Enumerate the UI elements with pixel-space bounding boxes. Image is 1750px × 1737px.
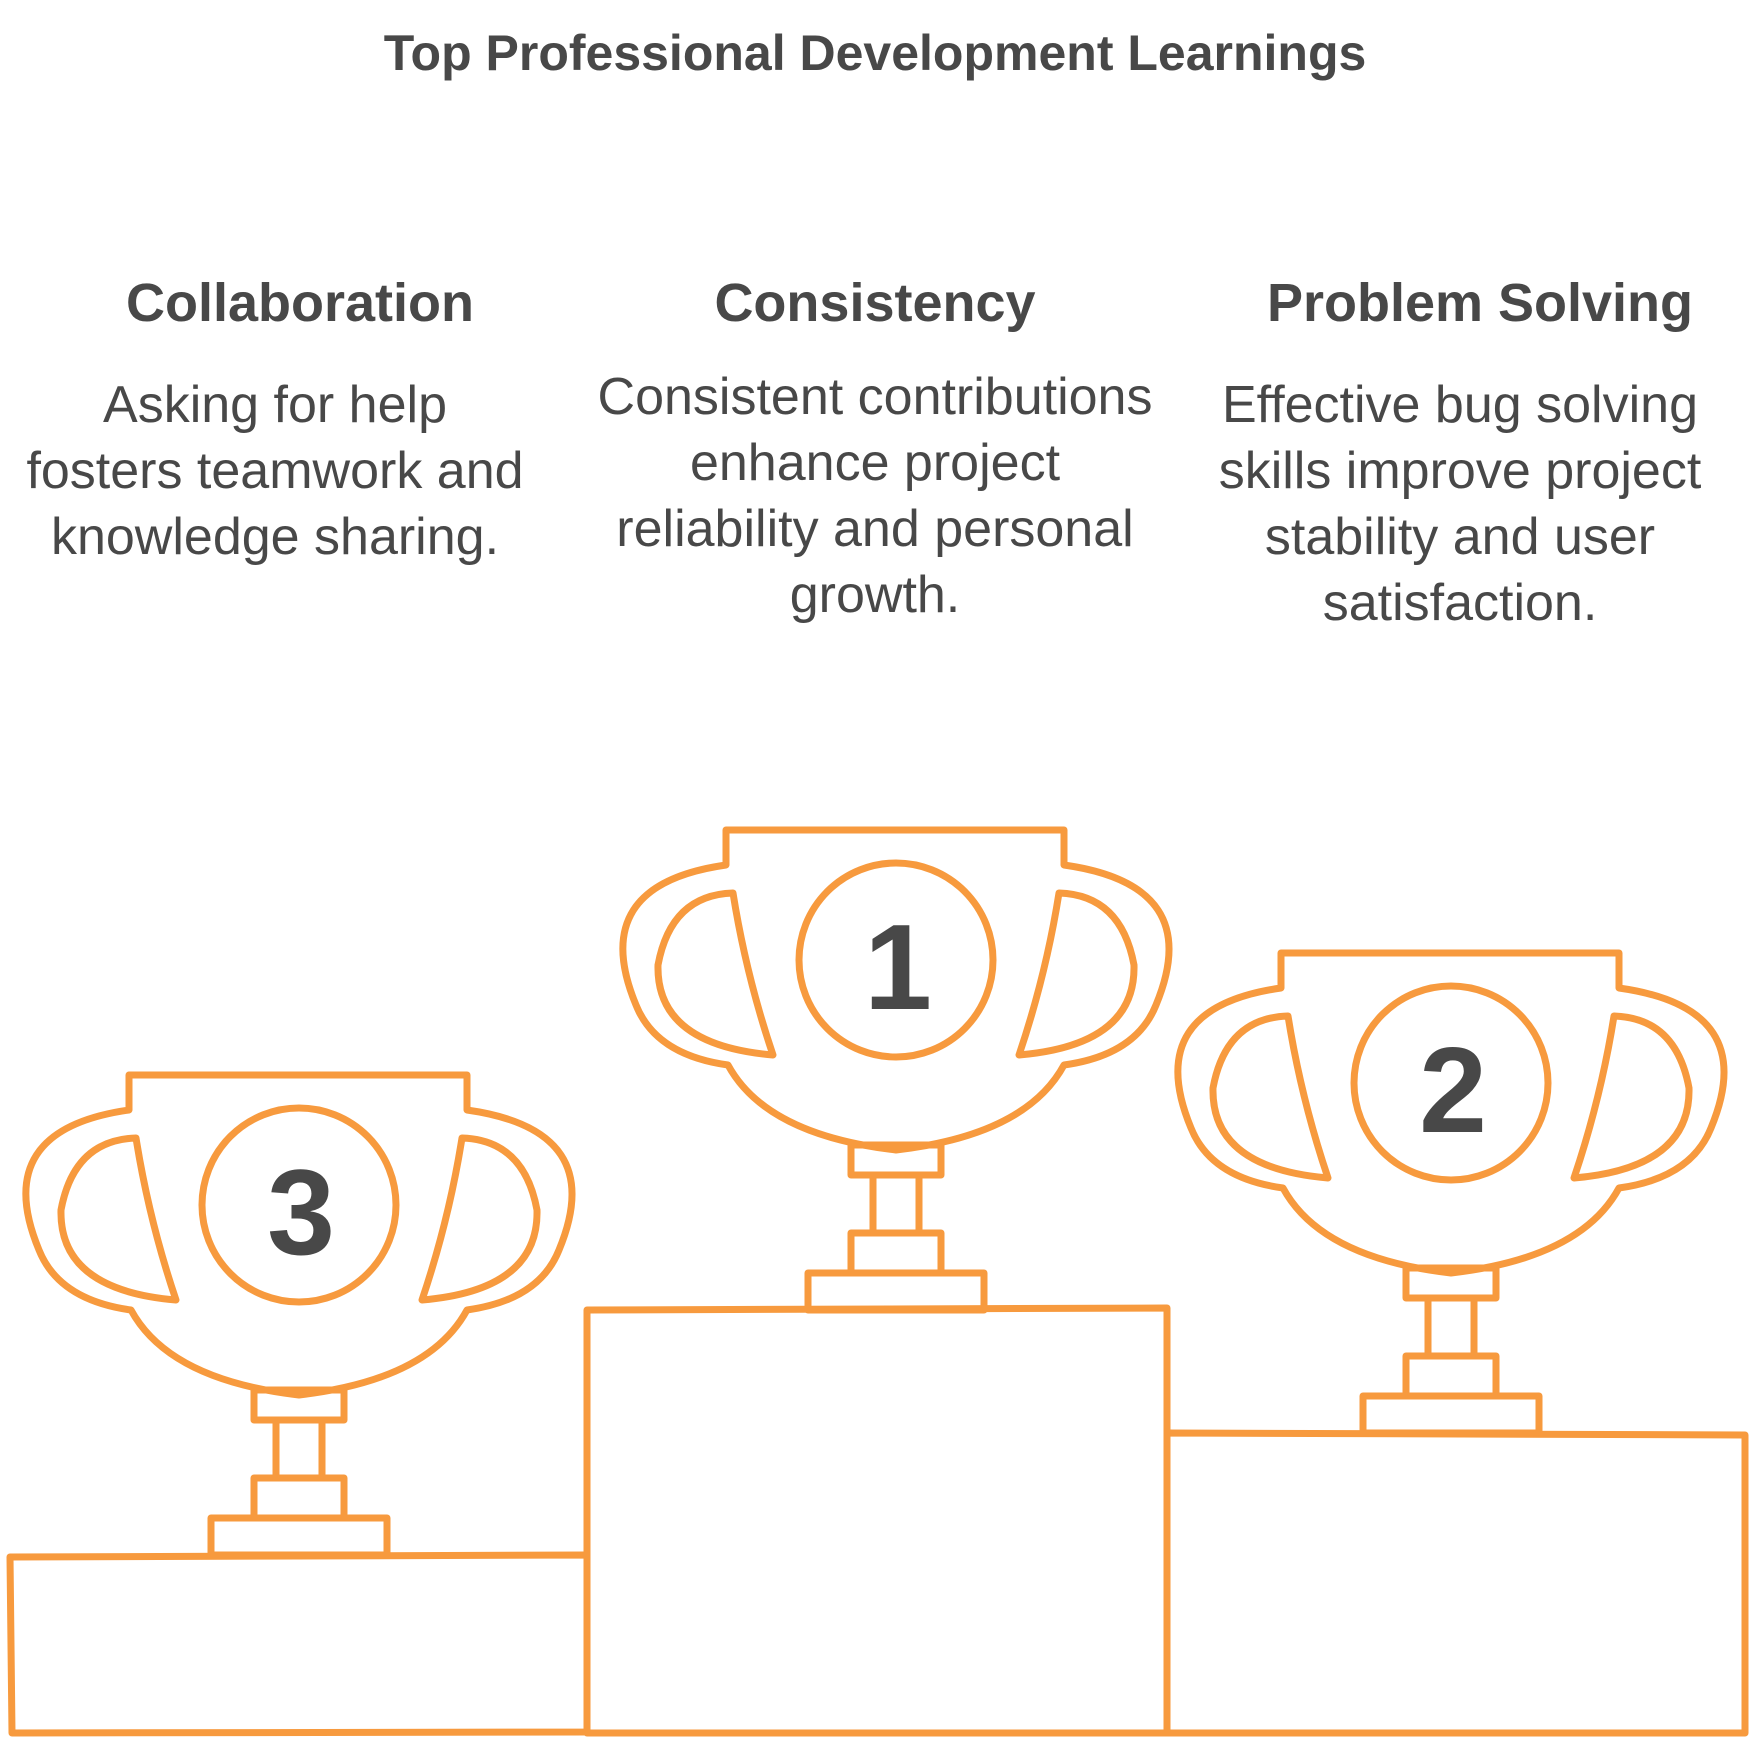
podium-step-third bbox=[6, 1551, 591, 1737]
learning-description: Effective bug solving skills improve pro… bbox=[1218, 376, 1702, 632]
trophy-first bbox=[619, 826, 1173, 1314]
learning-heading: Consistency bbox=[714, 273, 1036, 333]
rank-number-second: 2 bbox=[1419, 1022, 1487, 1158]
learning-description: Asking for help fosters teamwork and kno… bbox=[26, 376, 524, 566]
learning-consistency: Consistency Consistent contributions enh… bbox=[585, 268, 1165, 628]
learning-description: Consistent contributions enhance project… bbox=[597, 368, 1153, 624]
rank-number-first: 1 bbox=[864, 899, 932, 1035]
rank-number-third: 3 bbox=[267, 1144, 335, 1280]
podium-step-second bbox=[1163, 1429, 1749, 1737]
learning-collaboration: Collaboration Asking for help fosters te… bbox=[20, 268, 530, 570]
trophy-third bbox=[22, 1071, 576, 1559]
learning-heading: Problem Solving bbox=[1266, 273, 1694, 333]
learning-problem-solving: Problem Solving Effective bug solving sk… bbox=[1185, 268, 1735, 636]
podium-step-first bbox=[583, 1304, 1171, 1737]
page-title: Top Professional Development Learnings bbox=[383, 25, 1367, 81]
trophy-second bbox=[1174, 949, 1728, 1437]
learning-heading: Collaboration bbox=[126, 273, 474, 333]
